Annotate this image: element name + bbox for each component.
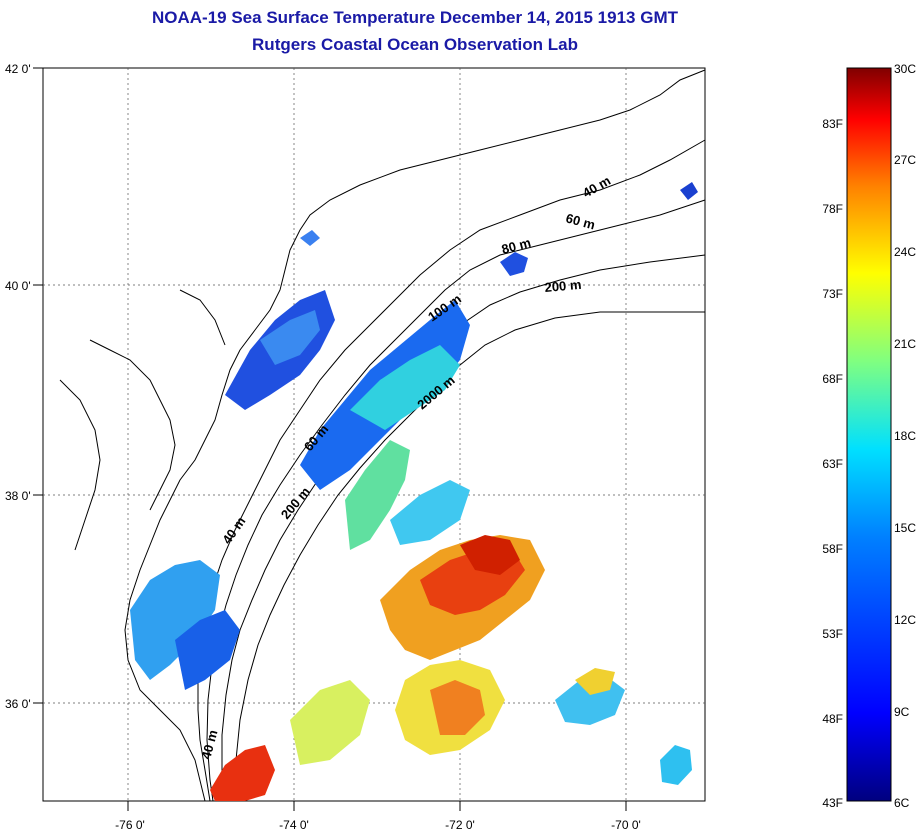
lon-tick-label: -72 0' (445, 818, 475, 832)
lat-tick-label: 38 0' (5, 489, 31, 503)
fahrenheit-label: 58F (822, 542, 843, 556)
fahrenheit-label: 63F (822, 457, 843, 471)
map-subtitle: Rutgers Coastal Ocean Observation Lab (252, 35, 578, 54)
color-scale-bar (846, 67, 892, 802)
celsius-label: 24C (894, 245, 916, 259)
depth-label: 40 m (198, 728, 220, 761)
celsius-label: 18C (894, 429, 916, 443)
depth-label: 80 m (500, 235, 533, 257)
lon-tick-label: -74 0' (279, 818, 309, 832)
sst-patches (130, 182, 698, 801)
celsius-label: 21C (894, 337, 916, 351)
celsius-label: 30C (894, 62, 916, 76)
fahrenheit-label: 43F (822, 796, 843, 810)
fahrenheit-label: 68F (822, 372, 843, 386)
lat-tick-label: 36 0' (5, 697, 31, 711)
fahrenheit-label: 73F (822, 287, 843, 301)
celsius-label: 9C (894, 705, 910, 719)
celsius-label: 12C (894, 613, 916, 627)
fahrenheit-label: 78F (822, 202, 843, 216)
map-title: NOAA-19 Sea Surface Temperature December… (152, 8, 678, 27)
fahrenheit-label: 53F (822, 627, 843, 641)
lon-tick-label: -70 0' (611, 818, 641, 832)
celsius-label: 15C (894, 521, 916, 535)
depth-label: 60 m (564, 210, 597, 232)
lat-tick-label: 42 0' (5, 62, 31, 76)
fahrenheit-label: 83F (822, 117, 843, 131)
lat-tick-label: 40 0' (5, 279, 31, 293)
depth-label: 200 m (544, 277, 582, 295)
axis-ticks (33, 67, 627, 811)
celsius-label: 27C (894, 153, 916, 167)
fahrenheit-label: 48F (822, 712, 843, 726)
lon-tick-label: -76 0' (115, 818, 145, 832)
celsius-label: 6C (894, 796, 910, 810)
